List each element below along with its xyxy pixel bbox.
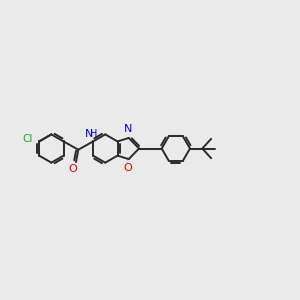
Text: N: N (85, 128, 94, 139)
Text: H: H (90, 128, 97, 139)
Text: O: O (69, 164, 77, 174)
Text: Cl: Cl (22, 134, 33, 144)
Text: N: N (124, 124, 132, 134)
Text: O: O (124, 163, 133, 173)
